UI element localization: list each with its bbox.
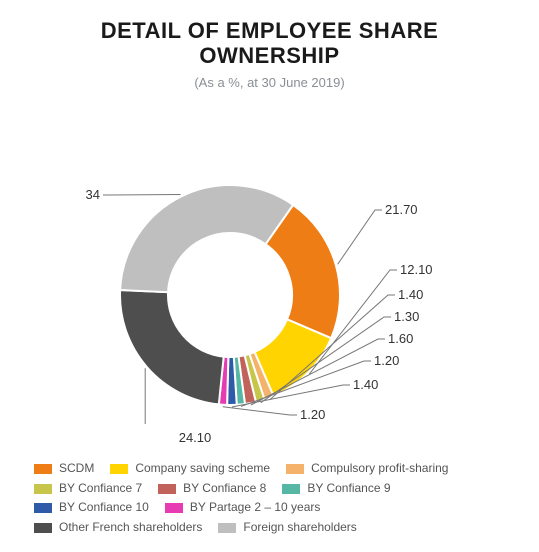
- donut-segment: [120, 185, 293, 292]
- legend-item: Other French shareholders: [34, 518, 202, 538]
- donut-svg: 21.70 12.10 1.40 1.30 1.60 1.20 1.40 1.20 24.10 3…: [0, 120, 539, 460]
- segment-value-label: 1.40: [398, 287, 423, 302]
- callout-line: [223, 407, 297, 415]
- segment-value-label: 34: [86, 187, 100, 202]
- segment-value-label: 1.40: [353, 377, 378, 392]
- legend-swatch: [286, 464, 304, 474]
- legend-swatch: [34, 464, 52, 474]
- callout-line: [338, 210, 382, 264]
- legend-label: Compulsory profit-sharing: [311, 459, 448, 479]
- donut-chart: 21.70 12.10 1.40 1.30 1.60 1.20 1.40 1.20 24.10 3…: [0, 120, 539, 460]
- legend-label: BY Confiance 10: [59, 498, 149, 518]
- legend-item: BY Partage 2 – 10 years: [165, 498, 321, 518]
- legend-row: BY Confiance 10 BY Partage 2 – 10 years: [34, 498, 519, 518]
- chart-title-line1: DETAIL OF EMPLOYEE SHARE: [0, 18, 539, 43]
- segment-value-label: 12.10: [400, 262, 433, 277]
- legend-swatch: [34, 484, 52, 494]
- segment-value-label: 24.10: [179, 430, 212, 445]
- legend-label: Foreign shareholders: [243, 518, 356, 538]
- legend-item: BY Confiance 10: [34, 498, 149, 518]
- segment-value-label: 1.20: [300, 407, 325, 422]
- legend-item: BY Confiance 9: [282, 479, 390, 499]
- donut-segment: [120, 290, 224, 404]
- legend-swatch: [34, 523, 52, 533]
- legend-swatch: [110, 464, 128, 474]
- legend-row: BY Confiance 7 BY Confiance 8 BY Confiance…: [34, 479, 519, 499]
- legend-item: Company saving scheme: [110, 459, 270, 479]
- legend: SCDM Company saving scheme Compulsory prof…: [34, 459, 519, 538]
- figure-root: { "title": { "line1": "DETAIL OF EMPLOYE…: [0, 0, 539, 552]
- segment-value-label: 1.60: [388, 331, 413, 346]
- legend-swatch: [165, 503, 183, 513]
- legend-label: BY Confiance 7: [59, 479, 142, 499]
- legend-label: Other French shareholders: [59, 518, 202, 538]
- legend-swatch: [282, 484, 300, 494]
- chart-title-line2: OWNERSHIP: [0, 43, 539, 68]
- chart-title: DETAIL OF EMPLOYEE SHARE OWNERSHIP: [0, 18, 539, 69]
- legend-label: BY Confiance 9: [307, 479, 390, 499]
- legend-label: SCDM: [59, 459, 94, 479]
- legend-item: SCDM: [34, 459, 94, 479]
- legend-item: Foreign shareholders: [218, 518, 356, 538]
- legend-swatch: [218, 523, 236, 533]
- legend-item: BY Confiance 7: [34, 479, 142, 499]
- legend-row: Other French shareholders Foreign shareho…: [34, 518, 519, 538]
- legend-item: BY Confiance 8: [158, 479, 266, 499]
- legend-label: BY Confiance 8: [183, 479, 266, 499]
- legend-label: Company saving scheme: [135, 459, 270, 479]
- legend-row: SCDM Company saving scheme Compulsory prof…: [34, 459, 519, 479]
- segment-value-label: 21.70: [385, 202, 418, 217]
- segment-value-label: 1.30: [394, 309, 419, 324]
- segment-value-label: 1.20: [374, 353, 399, 368]
- legend-label: BY Partage 2 – 10 years: [190, 498, 321, 518]
- legend-item: Compulsory profit-sharing: [286, 459, 448, 479]
- chart-subtitle: (As a %, at 30 June 2019): [0, 75, 539, 90]
- legend-swatch: [158, 484, 176, 494]
- legend-swatch: [34, 503, 52, 513]
